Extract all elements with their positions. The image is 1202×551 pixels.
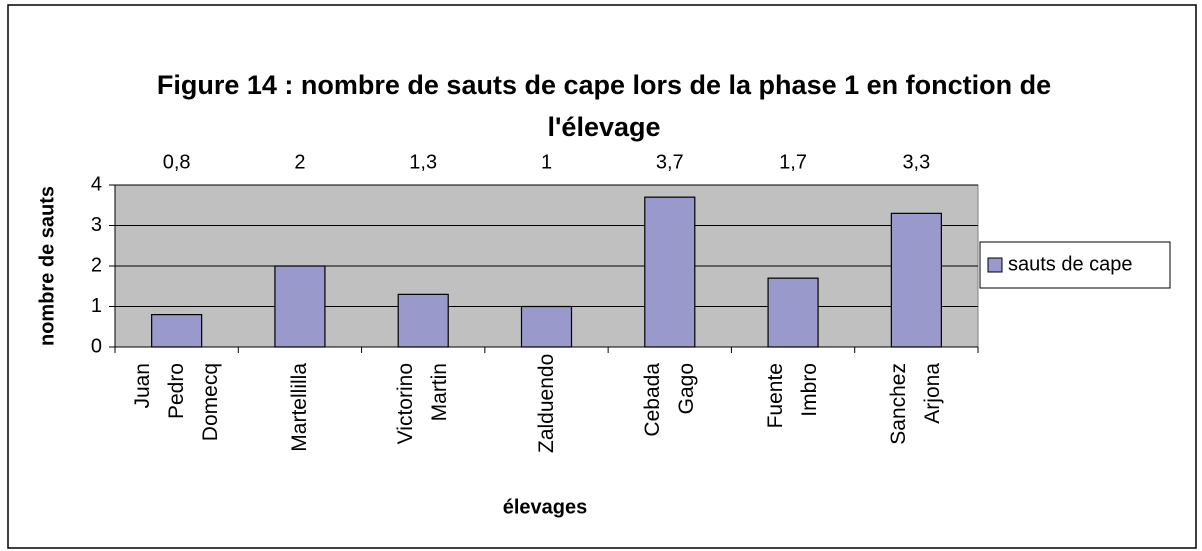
y-tick-label: 1 <box>91 295 102 317</box>
data-label: 1 <box>541 151 552 173</box>
x-tick-label: Juan Pedro Domecq <box>130 363 222 442</box>
bar <box>890 212 942 348</box>
data-label: 1,3 <box>409 151 437 173</box>
x-tick-label: Victorino Martin <box>394 363 452 445</box>
x-tick-label: Martellilla <box>287 363 311 452</box>
x-axis-label: élevages <box>503 496 588 518</box>
y-tick-label: 0 <box>91 335 102 357</box>
legend-box <box>979 241 1171 289</box>
x-tick-label: Cebada Gago <box>640 363 698 437</box>
legend-label: sauts de cape <box>1008 253 1133 275</box>
bar <box>767 277 819 348</box>
x-tick-label: Sanchez Arjona <box>887 363 945 445</box>
data-label: 1,7 <box>779 151 807 173</box>
y-tick-label: 4 <box>91 173 102 195</box>
chart-title: Figure 14 : nombre de sauts de cape lors… <box>156 70 1052 142</box>
x-tick-label: Zalduendo <box>534 353 558 453</box>
bar <box>644 196 696 348</box>
data-label: 2 <box>294 151 305 173</box>
y-tick-label: 3 <box>91 214 102 236</box>
bar <box>520 305 573 348</box>
bar <box>397 293 449 348</box>
data-label: 3,7 <box>656 151 684 173</box>
data-label: 0,8 <box>163 151 191 173</box>
legend-swatch <box>987 257 1003 273</box>
y-tick-label: 2 <box>91 254 102 276</box>
y-axis-label: nombre de sauts <box>36 186 58 346</box>
x-tick-label: Fuente Imbro <box>764 363 822 429</box>
data-label: 3,3 <box>902 151 930 173</box>
bar <box>274 265 326 348</box>
bar <box>151 314 203 348</box>
